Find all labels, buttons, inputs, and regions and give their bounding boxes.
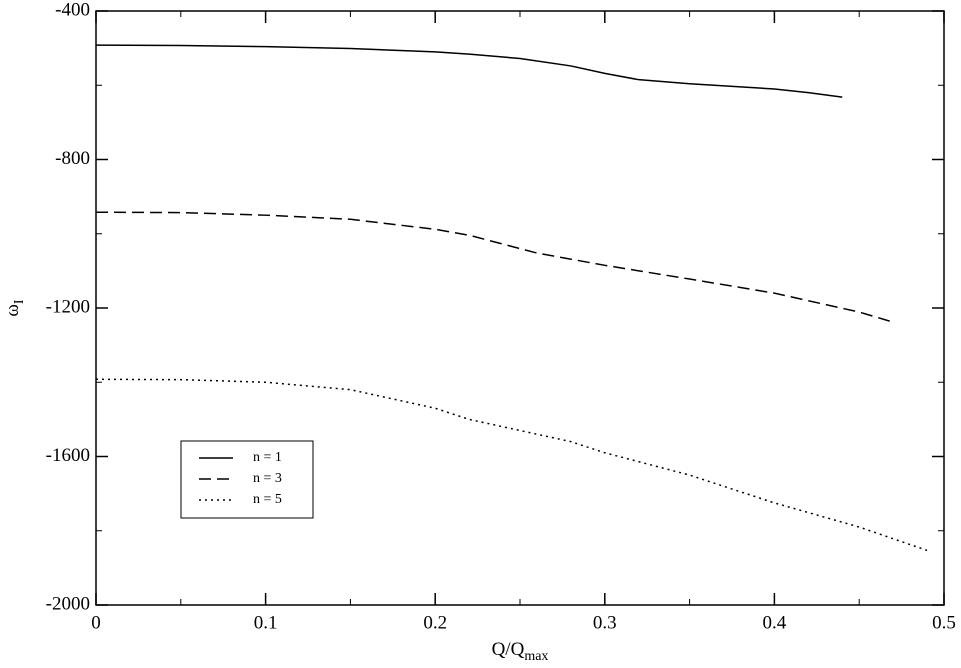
x-tick-label: 0 bbox=[91, 612, 101, 633]
legend-label: n = 1 bbox=[253, 450, 282, 465]
x-tick-label: 0.2 bbox=[423, 612, 447, 633]
x-label-main: Q/Q bbox=[492, 639, 525, 660]
x-tick-label: 0.4 bbox=[763, 612, 787, 633]
y-label-sub: I bbox=[12, 299, 27, 304]
x-tick-label: 0.1 bbox=[254, 612, 278, 633]
x-tick-label: 0.5 bbox=[932, 612, 956, 633]
x-axis-label: Q/Qmax bbox=[492, 639, 549, 664]
y-label-main: ω bbox=[2, 304, 23, 317]
y-tick-label: -1200 bbox=[46, 296, 90, 317]
series-line bbox=[95, 378, 928, 552]
y-tick-label: -2000 bbox=[46, 593, 90, 614]
y-axis-label: ωI bbox=[2, 299, 27, 317]
series-line bbox=[95, 44, 843, 98]
legend-label: n = 3 bbox=[253, 471, 282, 486]
legend-label: n = 5 bbox=[253, 492, 282, 507]
series-line bbox=[95, 211, 894, 323]
x-tick-label: 0.3 bbox=[593, 612, 617, 633]
x-label-sub: max bbox=[524, 649, 548, 664]
y-tick-label: -1600 bbox=[46, 445, 90, 466]
y-tick-label: -800 bbox=[55, 148, 90, 169]
y-tick-label: -400 bbox=[55, 0, 90, 20]
